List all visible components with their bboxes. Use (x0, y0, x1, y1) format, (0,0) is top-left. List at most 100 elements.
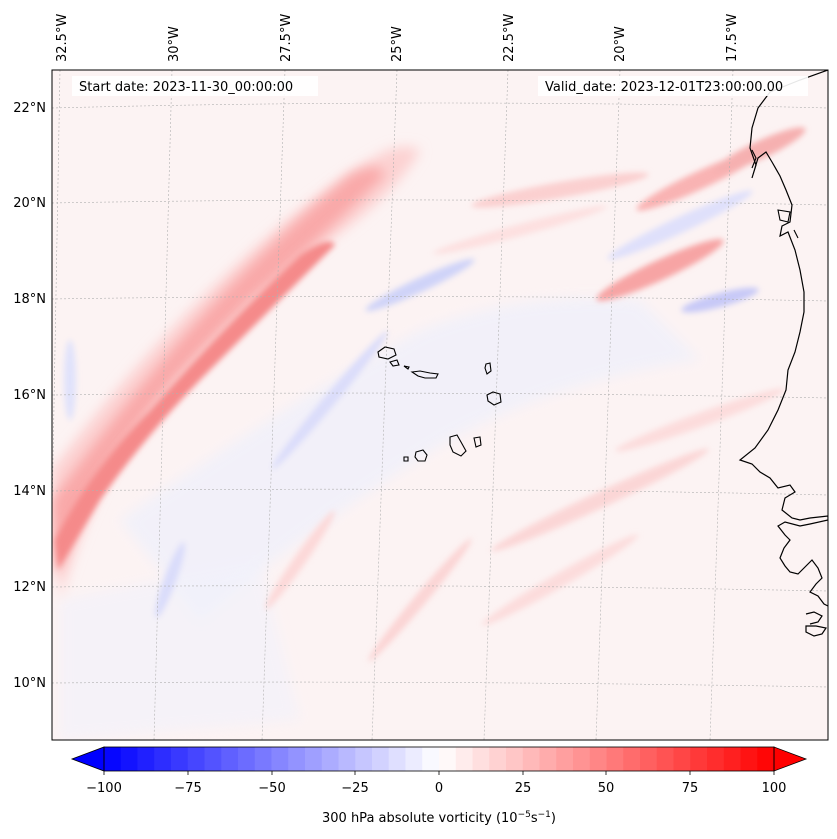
lat-label: 12°N (13, 580, 46, 595)
colorbar-tick-label: 100 (762, 781, 787, 796)
colorbar-segments (104, 747, 775, 771)
negative-vorticity-streaks (64, 258, 475, 618)
colorbar-segment (506, 747, 524, 771)
colorbar-segment (104, 747, 122, 771)
vorticity-field (52, 70, 828, 740)
start-date-box (72, 76, 318, 96)
colorbar-segment (338, 747, 356, 771)
colorbar-segment (171, 747, 189, 771)
cabo-verde-islands (377, 346, 502, 462)
colorbar-segment (372, 747, 390, 771)
lon-label: 22.5°W (502, 14, 517, 62)
colorbar-segment (707, 747, 725, 771)
colorbar-segment (288, 747, 306, 771)
island-santiago (449, 434, 467, 457)
island-santo-antao (377, 346, 397, 360)
coast-detail-north (751, 149, 799, 239)
colorbar-segment (472, 747, 490, 771)
colorbar-segment (640, 747, 658, 771)
colorbar-tick-label: 75 (682, 781, 699, 796)
colorbar-segment (439, 747, 457, 771)
lon-label: 17.5°W (725, 14, 740, 62)
colorbar-max-extend (773, 746, 808, 772)
island-sao-nicolau (410, 370, 439, 379)
colorbar-segment (355, 747, 373, 771)
colorbar-segment (238, 747, 256, 771)
colorbar-segment (522, 747, 540, 771)
lat-label: 18°N (13, 292, 46, 307)
colorbar-segment (405, 747, 423, 771)
colorbar-segment (589, 747, 607, 771)
valid-date-box (538, 76, 808, 96)
island-maio (473, 436, 482, 448)
colorbar-segment (673, 747, 691, 771)
colorbar-tick-label: −50 (258, 781, 285, 796)
lon-label: 25°W (390, 26, 405, 62)
colorbar-tick-label: 25 (515, 781, 532, 796)
colorbar-segment (690, 747, 708, 771)
colorbar-segment (120, 747, 138, 771)
colorbar-segment (422, 747, 440, 771)
colorbar-segment (606, 747, 624, 771)
colorbar-segment (254, 747, 272, 771)
colorbar-segment (271, 747, 289, 771)
colorbar-segment (740, 747, 758, 771)
colorbar: −100 −75 −50 −25 0 25 50 75 100 300 hPa … (70, 746, 808, 826)
colorbar-tick-label: 0 (435, 781, 443, 796)
colorbar-tick-label: −25 (341, 781, 368, 796)
colorbar-segment (321, 747, 339, 771)
colorbar-segment (455, 747, 473, 771)
positive-vorticity-streaks-south (265, 388, 785, 662)
map-frame (51, 69, 829, 741)
start-date-label: Start date: 2023-11-30_00:00:00 (79, 80, 293, 95)
valid-date-label: Valid_date: 2023-12-01T23:00:00.00 (545, 80, 783, 95)
colorbar-segment (187, 747, 205, 771)
lon-label: 32.5°W (55, 14, 70, 62)
lat-label: 10°N (13, 676, 46, 691)
wave-packet-northeast (433, 127, 806, 313)
colorbar-segment (154, 747, 172, 771)
colorbar-segment (388, 747, 406, 771)
negative-vorticity-wash (120, 298, 700, 620)
island-brava (403, 456, 409, 462)
lon-label: 30°W (167, 26, 182, 62)
positive-vorticity-band-outer (52, 146, 420, 600)
island-sal (484, 362, 492, 375)
colorbar-min-extend (70, 746, 105, 772)
colorbar-tick-labels: −100 −75 −50 −25 0 25 50 75 100 (86, 781, 786, 796)
colorbar-segment (573, 747, 591, 771)
colorbar-tick-label: 50 (598, 781, 615, 796)
lat-label: 16°N (13, 388, 46, 403)
colorbar-title: 300 hPa absolute vorticity (10−5s−1) (322, 810, 556, 826)
gridlines (52, 70, 828, 740)
island-fogo (414, 449, 428, 462)
island-boa-vista (486, 391, 502, 406)
colorbar-tick-label: −75 (174, 781, 201, 796)
latitude-labels: 22°N 20°N 18°N 16°N 14°N 12°N 10°N (13, 101, 46, 691)
lat-label: 22°N (13, 101, 46, 116)
colorbar-segment (556, 747, 574, 771)
longitude-labels: 32.5°W 30°W 27.5°W 25°W 22.5°W 20°W 17.5… (55, 14, 740, 62)
lat-label: 14°N (13, 484, 46, 499)
colorbar-tick-label: −100 (86, 781, 122, 796)
negative-vorticity-wash (60, 560, 300, 740)
colorbar-segment (723, 747, 741, 771)
colorbar-ticks (103, 771, 775, 775)
colorbar-segment (489, 747, 507, 771)
colorbar-segment (757, 747, 775, 771)
lon-label: 20°W (613, 26, 628, 62)
island-santa-luzia (403, 365, 410, 370)
colorbar-segment (204, 747, 222, 771)
lat-label: 20°N (13, 196, 46, 211)
lon-label: 27.5°W (279, 14, 294, 62)
colorbar-segment (305, 747, 323, 771)
colorbar-segment (623, 747, 641, 771)
colorbar-segment (656, 747, 674, 771)
island-sao-vicente (389, 359, 400, 367)
colorbar-segment (539, 747, 557, 771)
colorbar-segment (221, 747, 239, 771)
west-africa-coastline (738, 70, 828, 637)
map-panel: Start date: 2023-11-30_00:00:00 Valid_da… (13, 14, 829, 741)
colorbar-segment (137, 747, 155, 771)
